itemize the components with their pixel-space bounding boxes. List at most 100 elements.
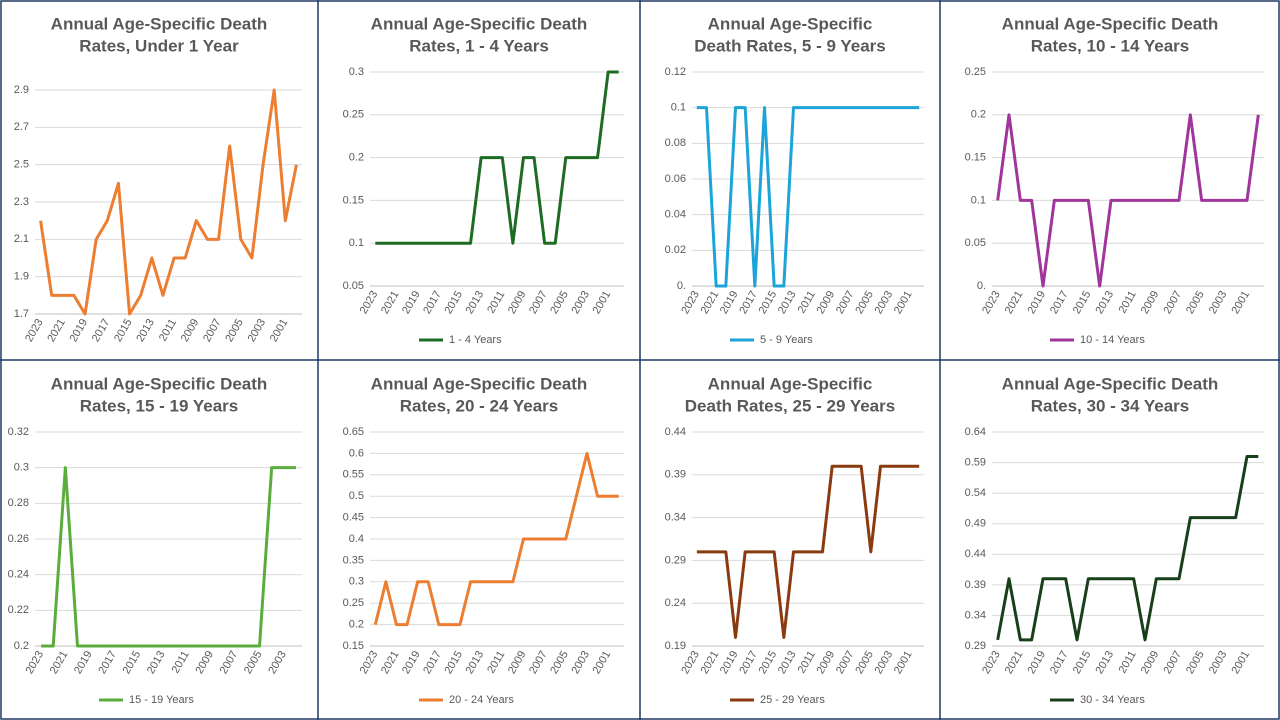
y-tick-label: 0.15 — [965, 152, 986, 164]
x-tick-label: 2019 — [400, 649, 423, 676]
y-tick-label: 0.12 — [665, 66, 686, 78]
y-tick-label: 2.1 — [14, 233, 29, 245]
chart-panel: Annual Age-Specific Death Rates, Under 1 … — [14, 14, 302, 344]
x-tick-label: 2013 — [776, 649, 799, 676]
y-tick-label: 1.9 — [14, 271, 29, 283]
x-tick-label: 2015 — [757, 289, 780, 316]
x-tick-label: 2005 — [548, 289, 571, 316]
x-tick-label: 2001 — [268, 317, 291, 344]
x-tick-label: 2019 — [68, 317, 91, 344]
y-tick-label: 0.34 — [665, 512, 686, 524]
x-tick-label: 2023 — [358, 649, 381, 676]
chart-panel: Annual Age-Specific Death Rates, 5 - 9 Ye… — [665, 14, 924, 346]
series-line — [996, 113, 1260, 288]
x-tick-label: 2011 — [796, 649, 818, 675]
x-tick-label: 2009 — [815, 649, 838, 676]
chart-panel: Annual Age-Specific Death Rates, 1 - 4 Ye… — [343, 14, 624, 346]
x-tick-label: 2009 — [506, 289, 529, 316]
y-tick-label: 0.2 — [14, 640, 29, 652]
x-tick-label: 2003 — [1207, 649, 1230, 676]
x-tick-label: 2021 — [379, 289, 402, 316]
x-tick-label: 2023 — [679, 289, 702, 316]
y-tick-label: 0.3 — [349, 576, 364, 588]
x-tick-label: 2019 — [72, 649, 95, 676]
x-tick-label: 2007 — [1161, 649, 1184, 676]
x-tick-label: 2007 — [834, 289, 857, 316]
series-line — [996, 454, 1259, 642]
x-tick-label: 2009 — [1139, 649, 1162, 676]
x-tick-label: 2001 — [591, 649, 614, 676]
y-tick-label: 0.64 — [965, 426, 986, 438]
legend-label: 20 - 24 Years — [449, 694, 514, 706]
x-tick-label: 2003 — [266, 649, 289, 676]
x-tick-label: 2011 — [485, 289, 507, 315]
x-tick-label: 2017 — [96, 649, 119, 676]
y-tick-label: 0.34 — [965, 609, 986, 621]
x-tick-label: 2013 — [776, 289, 799, 316]
x-tick-label: 2015 — [442, 649, 465, 676]
x-tick-label: 2015 — [121, 649, 144, 676]
y-tick-label: 0.4 — [349, 533, 364, 545]
x-tick-label: 2023 — [358, 289, 381, 316]
chart-title: Death Rates, 25 - 29 Years — [685, 396, 895, 415]
x-tick-label: 2021 — [45, 317, 68, 344]
legend-label: 15 - 19 Years — [129, 694, 194, 706]
y-tick-label: 0.39 — [965, 579, 986, 591]
chart-panel: Annual Age-Specific Death Rates, 10 - 14 … — [965, 14, 1264, 346]
chart-title: Annual Age-Specific Death — [371, 374, 588, 393]
y-tick-label: 0.06 — [665, 173, 686, 185]
series-line — [696, 464, 920, 639]
x-tick-label: 2013 — [464, 289, 487, 316]
y-tick-label: 0.08 — [665, 137, 686, 149]
legend-label: 10 - 14 Years — [1080, 334, 1145, 346]
y-tick-label: 0.49 — [965, 518, 986, 530]
series-line — [373, 451, 619, 627]
y-tick-label: 0. — [977, 280, 986, 292]
y-tick-label: 0.54 — [965, 487, 986, 499]
y-tick-label: 0.26 — [8, 533, 29, 545]
series-line — [696, 106, 920, 288]
y-tick-label: 0.02 — [665, 244, 686, 256]
x-tick-label: 2007 — [834, 649, 857, 676]
x-tick-label: 2005 — [548, 649, 571, 676]
y-tick-label: 0.15 — [343, 194, 364, 206]
x-tick-label: 2017 — [1048, 649, 1071, 676]
y-tick-label: 0.28 — [8, 497, 29, 509]
y-tick-label: 2.9 — [14, 84, 29, 96]
x-tick-label: 2011 — [157, 317, 179, 343]
chart-panel: Annual Age-Specific Death Rates, 30 - 34 … — [965, 374, 1264, 706]
y-tick-label: 0.55 — [343, 469, 364, 481]
x-tick-label: 2003 — [873, 289, 896, 316]
chart-title: Annual Age-Specific Death — [1002, 14, 1219, 33]
x-tick-label: 2007 — [201, 317, 224, 344]
y-tick-label: 0.22 — [8, 604, 29, 616]
x-tick-label: 2021 — [699, 649, 722, 676]
y-tick-label: 0.59 — [965, 456, 986, 468]
x-tick-label: 2015 — [442, 289, 465, 316]
y-tick-label: 0.2 — [971, 109, 986, 121]
x-tick-label: 2001 — [591, 289, 614, 316]
y-tick-label: 0.1 — [349, 237, 364, 249]
x-tick-label: 2005 — [1184, 649, 1207, 676]
legend-label: 30 - 34 Years — [1080, 694, 1145, 706]
series-line — [375, 70, 619, 245]
x-tick-label: 2005 — [1184, 289, 1207, 316]
legend-label: 1 - 4 Years — [449, 334, 502, 346]
x-tick-label: 2007 — [527, 289, 550, 316]
y-tick-label: 0.25 — [343, 109, 364, 121]
chart-title: Annual Age-Specific Death — [51, 374, 268, 393]
x-tick-label: 2021 — [1003, 289, 1026, 316]
chart-title: Rates, Under 1 Year — [79, 36, 239, 55]
x-tick-label: 2023 — [980, 289, 1003, 316]
x-tick-label: 2009 — [179, 317, 202, 344]
x-tick-label: 2007 — [218, 649, 241, 676]
x-tick-label: 2011 — [170, 649, 192, 675]
x-tick-label: 2001 — [1229, 649, 1252, 676]
x-tick-label: 2017 — [421, 649, 444, 676]
x-tick-label: 2009 — [193, 649, 216, 676]
x-tick-label: 2005 — [223, 317, 246, 344]
y-tick-label: 0.29 — [965, 640, 986, 652]
y-tick-label: 2.5 — [14, 159, 29, 171]
x-tick-label: 2003 — [569, 289, 592, 316]
chart-title: Annual Age-Specific Death — [51, 14, 268, 33]
